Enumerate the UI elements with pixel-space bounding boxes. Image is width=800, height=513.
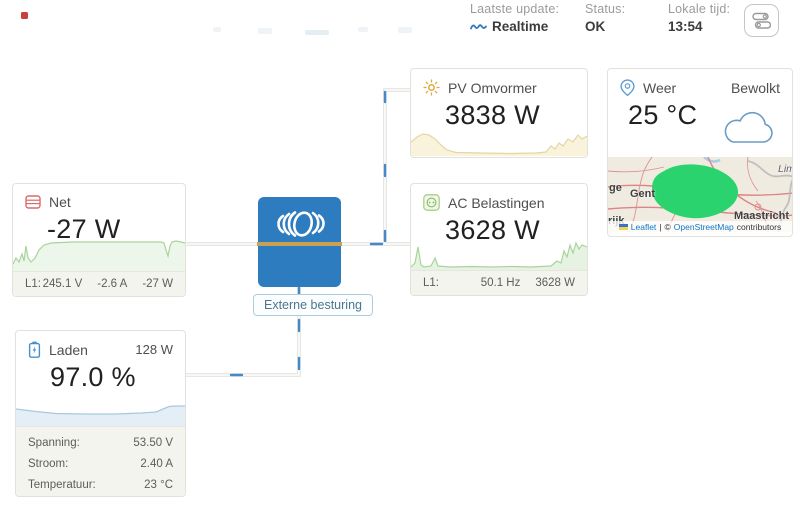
battery-current-value: 2.40 A <box>140 457 173 470</box>
battery-voltage-label: Spanning: <box>28 436 80 449</box>
last-update-label: Laatste update: <box>470 2 560 16</box>
battery-voltage-value: 53.50 V <box>133 436 173 449</box>
attribution-contributors: contributors <box>736 221 782 232</box>
grid-card-footer: L1: 245.1 V -2.6 A -27 W <box>13 271 185 296</box>
ac-loads-card-title: AC Belastingen <box>448 194 545 211</box>
realtime-wave-icon <box>470 23 487 29</box>
status-label: Status: <box>585 2 626 16</box>
redacted-logo-mark <box>21 12 28 19</box>
local-time-group: Lokale tijd: 13:54 <box>668 2 730 34</box>
ac-loads-card[interactable]: AC Belastingen 3628 W L1: 50.1 Hz 3628 W <box>410 183 588 296</box>
redaction-remnant <box>398 27 412 33</box>
ac-loads-sparkline <box>411 241 587 271</box>
flow-dashes <box>229 90 387 377</box>
battery-card[interactable]: Laden 128 W 97.0 % Spanning: 53.50 V Str… <box>15 330 186 497</box>
grid-card-title: Net <box>49 194 71 210</box>
redaction-remnant <box>258 28 272 34</box>
map-attribution: Leaflet | © OpenStreetMap contributors <box>608 221 792 232</box>
local-time-value: 13:54 <box>668 19 703 34</box>
weather-card-title: Weer <box>643 79 677 96</box>
pv-inverter-card[interactable]: PV Omvormer 3838 W <box>410 68 588 158</box>
dashboard-settings-button[interactable] <box>744 4 779 37</box>
ac-loads-power-value: 3628 W <box>445 215 540 245</box>
grid-meter-icon <box>25 195 41 209</box>
attribution-divider: | <box>659 221 662 232</box>
status-value: OK <box>585 19 606 34</box>
battery-temperature-label: Temperatuur: <box>28 478 96 491</box>
ac-line-accent <box>257 242 342 246</box>
weather-temperature: 25 °C <box>628 100 698 130</box>
attribution-copyright: © <box>664 221 671 232</box>
last-update-group: Laatste update: Realtime <box>470 2 559 34</box>
ac-loads-frequency: 50.1 Hz <box>480 277 521 289</box>
external-control-badge: Externe besturing <box>253 294 373 316</box>
grid-phase-label: L1: <box>25 278 41 290</box>
battery-power: 128 W <box>135 342 173 357</box>
map-label-gent: Gent <box>630 188 656 200</box>
victron-logo <box>276 211 325 237</box>
grid-phase-power: -27 W <box>142 278 173 290</box>
cloud-icon <box>724 111 773 143</box>
redaction-remnant <box>305 30 329 35</box>
weather-condition: Bewolkt <box>730 79 780 96</box>
weather-map[interactable]: ge Gent rijk Maastricht Lim Leaflet | © … <box>608 157 792 232</box>
pv-card-title: PV Omvormer <box>448 79 537 96</box>
ac-loads-card-footer: L1: 50.1 Hz 3628 W <box>411 270 587 295</box>
last-update-value: Realtime <box>492 19 549 34</box>
grid-current: -2.6 A <box>97 278 128 290</box>
leaflet-link[interactable]: Leaflet <box>630 221 657 232</box>
ac-socket-icon <box>423 194 440 211</box>
battery-current-label: Stroom: <box>28 457 69 470</box>
battery-icon <box>28 341 41 358</box>
battery-soc: 97.0 % <box>50 362 136 392</box>
grid-card[interactable]: Net -27 W L1: 245.1 V -2.6 A -27 W <box>12 183 186 297</box>
map-label-ge: ge <box>609 182 622 194</box>
battery-card-title: Laden <box>49 341 88 358</box>
map-label-maastricht: Maastricht <box>734 210 790 222</box>
osm-link[interactable]: OpenStreetMap <box>673 221 734 232</box>
location-pin-icon <box>620 79 635 96</box>
grid-voltage: 245.1 V <box>42 278 83 290</box>
battery-card-footer: Spanning: 53.50 V Stroom: 2.40 A Tempera… <box>16 426 185 496</box>
battery-temperature-value: 23 °C <box>144 478 173 491</box>
sliders-icon <box>752 12 771 29</box>
map-privacy-redaction-blob <box>652 164 739 219</box>
map-tiles <box>608 157 792 232</box>
redaction-remnant <box>358 27 368 32</box>
local-time-label: Lokale tijd: <box>668 2 731 16</box>
pv-power-value: 3838 W <box>445 100 540 130</box>
redaction-remnant <box>213 27 221 32</box>
map-label-lim: Lim <box>778 163 792 175</box>
pv-sparkline <box>411 133 587 156</box>
ac-loads-phase-label: L1: <box>423 277 439 289</box>
ac-loads-phase-power: 3628 W <box>535 277 575 289</box>
ukraine-flag-icon <box>618 223 628 230</box>
grid-power-value: -27 W <box>47 214 121 244</box>
sun-icon <box>423 79 440 96</box>
weather-card[interactable]: Weer Bewolkt 25 °C <box>607 68 793 237</box>
status-group: Status: OK <box>585 2 625 34</box>
grid-sparkline <box>13 240 185 272</box>
